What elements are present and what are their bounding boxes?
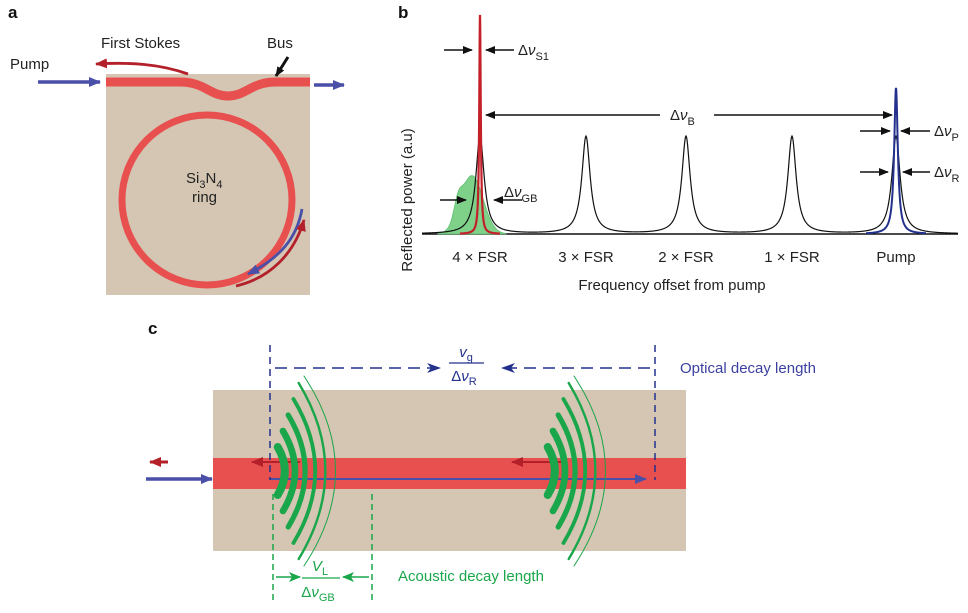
acoustic-wavefront bbox=[279, 427, 299, 515]
pump-label: Pump bbox=[10, 56, 49, 73]
delta-nu-s1-label: ΔνS1 bbox=[518, 42, 549, 63]
stokes-line-peak bbox=[459, 14, 500, 235]
optical-decay-label: Optical decay length bbox=[680, 360, 816, 377]
panel-c-letter: c bbox=[148, 319, 157, 338]
tick-labels: 4 × FSR 3 × FSR 2 × FSR 1 × FSR Pump bbox=[452, 249, 915, 266]
chart-marks bbox=[421, 14, 959, 235]
optical-fraction-denominator: ΔνR bbox=[451, 368, 477, 388]
first-stokes-label: First Stokes bbox=[101, 35, 180, 52]
x-tick-label: Pump bbox=[876, 249, 915, 266]
panel-b: b Reflected power (a.u) Frequency offset… bbox=[398, 3, 960, 294]
acoustic-wavefront bbox=[291, 397, 317, 545]
acoustic-wavefront bbox=[273, 443, 289, 499]
acoustic-wavefront bbox=[567, 381, 597, 561]
bus-pointer-arrow bbox=[274, 56, 290, 77]
ring-word-label: ring bbox=[192, 189, 217, 206]
ring-stokes-circulation-arrow bbox=[235, 219, 306, 288]
bus-waveguide bbox=[106, 77, 310, 101]
acoustic-wavefront bbox=[555, 412, 578, 530]
x-tick-label: 4 × FSR bbox=[452, 249, 508, 266]
delta-nu-r-label: ΔνR bbox=[934, 164, 960, 185]
acoustic-fraction-denominator: ΔνGB bbox=[301, 584, 334, 604]
acoustic-wavefront bbox=[303, 375, 336, 567]
delta-nu-gb-label: ΔνGB bbox=[504, 184, 537, 205]
bus-label: Bus bbox=[267, 35, 293, 52]
acoustic-decay-label: Acoustic decay length bbox=[398, 568, 544, 585]
first-stokes-arrow bbox=[95, 58, 189, 76]
chip-substrate bbox=[106, 74, 310, 295]
acoustic-wavefront bbox=[285, 412, 308, 530]
x-axis-label: Frequency offset from pump bbox=[578, 277, 765, 294]
ring-material-label: Si3N4 bbox=[186, 170, 222, 191]
acoustic-wavefront bbox=[561, 397, 587, 545]
panel-c: c vg ΔνR Optical decay length VL ΔνGB Ac… bbox=[146, 319, 816, 604]
delta-nu-b-label: ΔνB bbox=[670, 107, 695, 128]
acoustic-wavefront bbox=[573, 375, 606, 567]
panel-b-letter: b bbox=[398, 3, 408, 22]
acoustic-fraction-numerator: VL bbox=[312, 558, 328, 578]
x-tick-label: 2 × FSR bbox=[658, 249, 714, 266]
x-tick-label: 1 × FSR bbox=[764, 249, 820, 266]
x-tick-label: 3 × FSR bbox=[558, 249, 614, 266]
optical-fraction-numerator: vg bbox=[459, 344, 473, 364]
acoustic-wavefront bbox=[297, 381, 327, 561]
pump-line-peak bbox=[865, 87, 927, 235]
acoustic-wavefronts bbox=[273, 375, 606, 567]
delta-nu-p-label: ΔνP bbox=[934, 123, 959, 144]
cavity-resonances-curve bbox=[421, 134, 959, 234]
acoustic-wavefront bbox=[543, 443, 559, 499]
ring-resonator bbox=[118, 111, 296, 289]
panel-a: a Pump First Stokes Bus Si3N4 ring bbox=[8, 3, 345, 295]
ring-pump-circulation-arrow bbox=[247, 208, 304, 276]
panel-a-letter: a bbox=[8, 3, 18, 22]
acoustic-wavefront bbox=[549, 427, 569, 515]
y-axis-label: Reflected power (a.u) bbox=[399, 128, 416, 271]
